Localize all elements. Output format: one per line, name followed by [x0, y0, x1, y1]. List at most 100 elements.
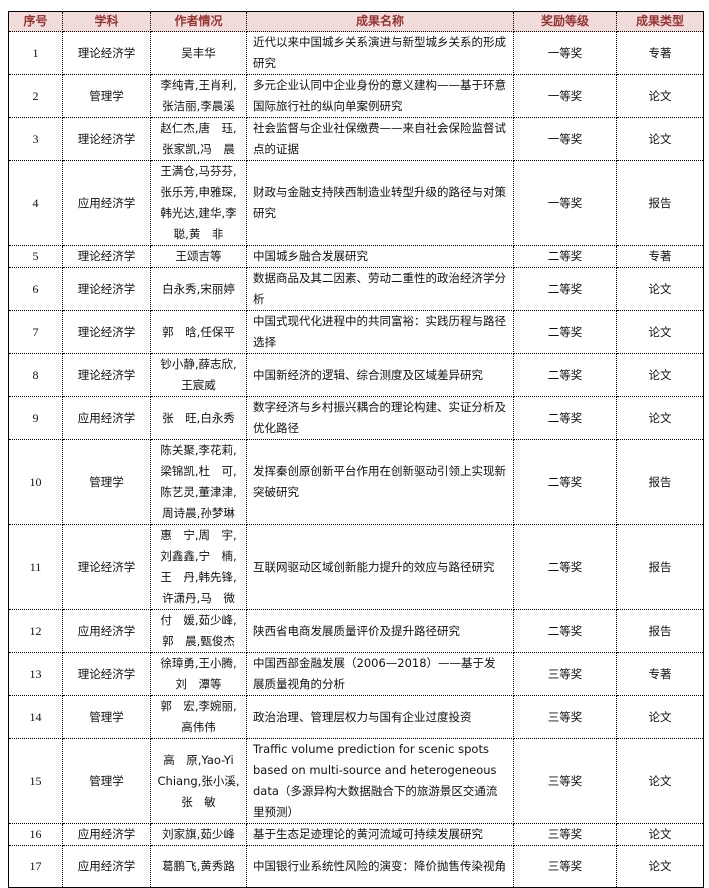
- title-cell: 发挥秦创原创新平台作用在创新驱动引领上实现新突破研究: [246, 439, 514, 525]
- subject-cell: 管理学: [62, 738, 151, 824]
- award-cell: 二等奖: [513, 524, 617, 610]
- authors-cell: 惠 宁,周 宇, 刘鑫鑫,宁 楠, 王 丹,韩先锋, 许潇丹,马 微: [150, 524, 247, 610]
- type-cell: 报告: [616, 609, 704, 653]
- type-cell: 论文: [616, 117, 704, 161]
- type-cell: 报告: [616, 524, 704, 610]
- authors-cell: 陈关聚,李花莉, 梁锦凯,杜 可, 陈艺灵,董津津, 周诗晨,孙梦琳: [150, 439, 247, 525]
- row-number: 17: [8, 845, 63, 888]
- table-row: 7 理论经济学郭 晗,任保平 中国式现代化进程中的共同富裕：实践历程与路径选择 二等奖…: [8, 310, 704, 354]
- header-subject: 学科: [62, 11, 151, 32]
- subject-cell: 应用经济学: [62, 845, 151, 888]
- authors-cell: 葛鹏飞,黄秀路: [150, 845, 247, 888]
- title-cell: 中国城乡融合发展研究: [246, 245, 514, 268]
- title-cell: 数字经济与乡村振兴耦合的理论构建、实证分析及优化路径: [246, 396, 514, 440]
- title-cell: 中国式现代化进程中的共同富裕：实践历程与路径选择: [246, 310, 514, 354]
- award-cell: 二等奖: [513, 609, 617, 653]
- type-cell: 专著: [616, 31, 704, 75]
- authors-cell: 王满仓,马芬芬, 张乐芳,申雅琛, 韩光达,建华,李 聪,黄 非: [150, 160, 247, 246]
- row-number: 8: [8, 353, 63, 397]
- table-row: 1 理论经济学 吴丰华 近代以来中国城乡关系演进与新型城乡关系的形成研究 一等奖 专著: [8, 31, 704, 75]
- title-cell: Traffic volume prediction for scenic spo…: [246, 738, 514, 824]
- award-cell: 二等奖: [513, 439, 617, 525]
- header-title: 成果名称: [246, 11, 514, 32]
- award-cell: 一等奖: [513, 74, 617, 118]
- type-cell: 论文: [616, 695, 704, 739]
- table-row: 6 理论经济学 白永秀,宋丽婷 数据商品及其二因素、劳动二重性的政治经济学分析 二等奖论…: [8, 267, 704, 311]
- table-row: 12 应用经济学付 媛,茹少峰, 郭 晨,甄俊杰 陕西省电商发展质量评价及提升路径研…: [8, 609, 704, 653]
- subject-cell: 理论经济学: [62, 245, 151, 268]
- subject-cell: 应用经济学: [62, 609, 151, 653]
- table-row: 17 应用经济学 葛鹏飞,黄秀路 中国银行业系统性风险的演变：降价抛售传染视角 三等奖论…: [8, 845, 704, 888]
- type-cell: 报告: [616, 439, 704, 525]
- table-row: 15 管理学高 原,Yao-Yi Chiang,张小溪, 张 敏 Traffic v…: [8, 738, 704, 824]
- header-type: 成果类型: [616, 11, 704, 32]
- award-cell: 一等奖: [513, 117, 617, 161]
- table-row: 2 管理学 李纯青,王肖利, 张洁丽,李晨溪 多元企业认同中企业身份的意义建构——基于…: [8, 74, 704, 118]
- row-number: 11: [8, 524, 63, 610]
- authors-cell: 白永秀,宋丽婷: [150, 267, 247, 311]
- type-cell: 论文: [616, 823, 704, 846]
- subject-cell: 理论经济学: [62, 310, 151, 354]
- subject-cell: 应用经济学: [62, 160, 151, 246]
- award-cell: 二等奖: [513, 267, 617, 311]
- award-cell: 二等奖: [513, 396, 617, 440]
- subject-cell: 理论经济学: [62, 652, 151, 696]
- title-cell: 数据商品及其二因素、劳动二重性的政治经济学分析: [246, 267, 514, 311]
- subject-cell: 理论经济学: [62, 31, 151, 75]
- subject-cell: 管理学: [62, 439, 151, 525]
- award-cell: 三等奖: [513, 845, 617, 888]
- type-cell: 论文: [616, 353, 704, 397]
- title-cell: 财政与金融支持陕西制造业转型升级的路径与对策研究: [246, 160, 514, 246]
- type-cell: 论文: [616, 396, 704, 440]
- award-cell: 二等奖: [513, 353, 617, 397]
- row-number: 13: [8, 652, 63, 696]
- table-row: 16 应用经济学 刘家旗,茹少峰 基于生态足迹理论的黄河流域可持续发展研究 三等奖 论文: [8, 823, 704, 846]
- authors-cell: 赵仁杰,唐 珏, 张家凯,冯 晨: [150, 117, 247, 161]
- authors-cell: 高 原,Yao-Yi Chiang,张小溪, 张 敏: [150, 738, 247, 824]
- awards-table: 序号 学科 作者情况 成果名称 奖励等级 成果类型 1 理论经济学 吴丰华 近代以来中…: [8, 11, 704, 888]
- authors-cell: 郭 宏,李婉丽, 高伟伟: [150, 695, 247, 739]
- subject-cell: 管理学: [62, 695, 151, 739]
- title-cell: 互联网驱动区域创新能力提升的效应与路径研究: [246, 524, 514, 610]
- subject-cell: 管理学: [62, 74, 151, 118]
- title-cell: 陕西省电商发展质量评价及提升路径研究: [246, 609, 514, 653]
- award-cell: 一等奖: [513, 160, 617, 246]
- row-number: 4: [8, 160, 63, 246]
- title-cell: 中国新经济的逻辑、综合测度及区域差异研究: [246, 353, 514, 397]
- row-number: 15: [8, 738, 63, 824]
- award-cell: 二等奖: [513, 310, 617, 354]
- type-cell: 报告: [616, 160, 704, 246]
- row-number: 12: [8, 609, 63, 653]
- authors-cell: 李纯青,王肖利, 张洁丽,李晨溪: [150, 74, 247, 118]
- row-number: 14: [8, 695, 63, 739]
- authors-cell: 钞小静,薛志欣, 王宸威: [150, 353, 247, 397]
- authors-cell: 郭 晗,任保平: [150, 310, 247, 354]
- row-number: 6: [8, 267, 63, 311]
- subject-cell: 应用经济学: [62, 396, 151, 440]
- authors-cell: 吴丰华: [150, 31, 247, 75]
- subject-cell: 理论经济学: [62, 353, 151, 397]
- type-cell: 论文: [616, 310, 704, 354]
- table-row: 9 应用经济学张 旺,白永秀 数字经济与乡村振兴耦合的理论构建、实证分析及优化路径二…: [8, 396, 704, 440]
- row-number: 1: [8, 31, 63, 75]
- subject-cell: 理论经济学: [62, 117, 151, 161]
- table-row: 3 理论经济学 赵仁杰,唐 珏, 张家凯,冯 晨社会监督与企业社保缴费——来自社会保…: [8, 117, 704, 161]
- header-authors: 作者情况: [150, 11, 247, 32]
- table-row: 8 理论经济学 钞小静,薛志欣, 王宸威 中国新经济的逻辑、综合测度及区域差异研究 二等…: [8, 353, 704, 397]
- award-cell: 三等奖: [513, 823, 617, 846]
- row-number: 10: [8, 439, 63, 525]
- award-cell: 三等奖: [513, 738, 617, 824]
- award-cell: 三等奖: [513, 652, 617, 696]
- title-cell: 近代以来中国城乡关系演进与新型城乡关系的形成研究: [246, 31, 514, 75]
- table-row: 4 应用经济学 王满仓,马芬芬, 张乐芳,申雅琛, 韩光达,建华,李 聪,黄 非财政…: [8, 160, 704, 246]
- subject-cell: 理论经济学: [62, 524, 151, 610]
- row-number: 3: [8, 117, 63, 161]
- award-cell: 一等奖: [513, 31, 617, 75]
- authors-cell: 徐璋勇,王小腾, 刘 潭等: [150, 652, 247, 696]
- type-cell: 专著: [616, 245, 704, 268]
- table-row: 5 理论经济学 王颂吉等 中国城乡融合发展研究 二等奖 专著: [8, 245, 704, 268]
- header-no: 序号: [8, 11, 63, 32]
- type-cell: 专著: [616, 652, 704, 696]
- title-cell: 中国西部金融发展（2006—2018）——基于发展质量视角的分析: [246, 652, 514, 696]
- type-cell: 论文: [616, 738, 704, 824]
